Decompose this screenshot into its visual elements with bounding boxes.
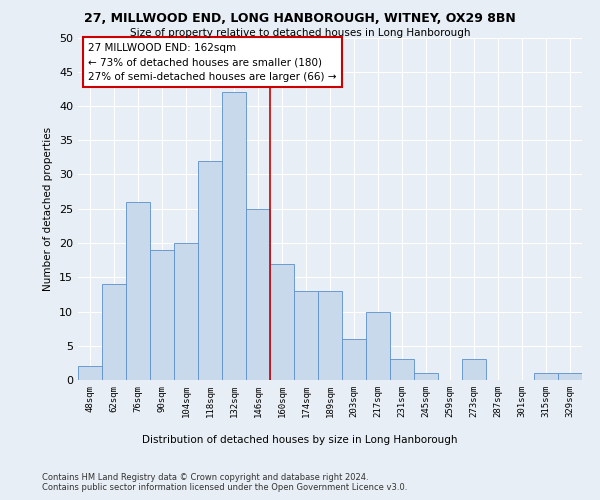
Text: Size of property relative to detached houses in Long Hanborough: Size of property relative to detached ho… <box>130 28 470 38</box>
Text: Contains HM Land Registry data © Crown copyright and database right 2024.: Contains HM Land Registry data © Crown c… <box>42 472 368 482</box>
Bar <box>198 161 222 380</box>
Bar <box>390 360 414 380</box>
Bar <box>462 360 486 380</box>
Bar <box>78 366 102 380</box>
Text: Distribution of detached houses by size in Long Hanborough: Distribution of detached houses by size … <box>142 435 458 445</box>
Bar <box>102 284 126 380</box>
Bar <box>126 202 150 380</box>
Bar <box>270 264 294 380</box>
Text: 27, MILLWOOD END, LONG HANBOROUGH, WITNEY, OX29 8BN: 27, MILLWOOD END, LONG HANBOROUGH, WITNE… <box>84 12 516 26</box>
Bar <box>534 373 558 380</box>
Bar <box>174 243 198 380</box>
Y-axis label: Number of detached properties: Number of detached properties <box>43 126 53 291</box>
Text: 27 MILLWOOD END: 162sqm
← 73% of detached houses are smaller (180)
27% of semi-d: 27 MILLWOOD END: 162sqm ← 73% of detache… <box>88 42 337 82</box>
Bar <box>558 373 582 380</box>
Bar <box>294 291 318 380</box>
Text: Contains public sector information licensed under the Open Government Licence v3: Contains public sector information licen… <box>42 482 407 492</box>
Bar <box>222 92 246 380</box>
Bar <box>414 373 438 380</box>
Bar <box>150 250 174 380</box>
Bar <box>366 312 390 380</box>
Bar <box>318 291 342 380</box>
Bar <box>342 339 366 380</box>
Bar <box>246 209 270 380</box>
